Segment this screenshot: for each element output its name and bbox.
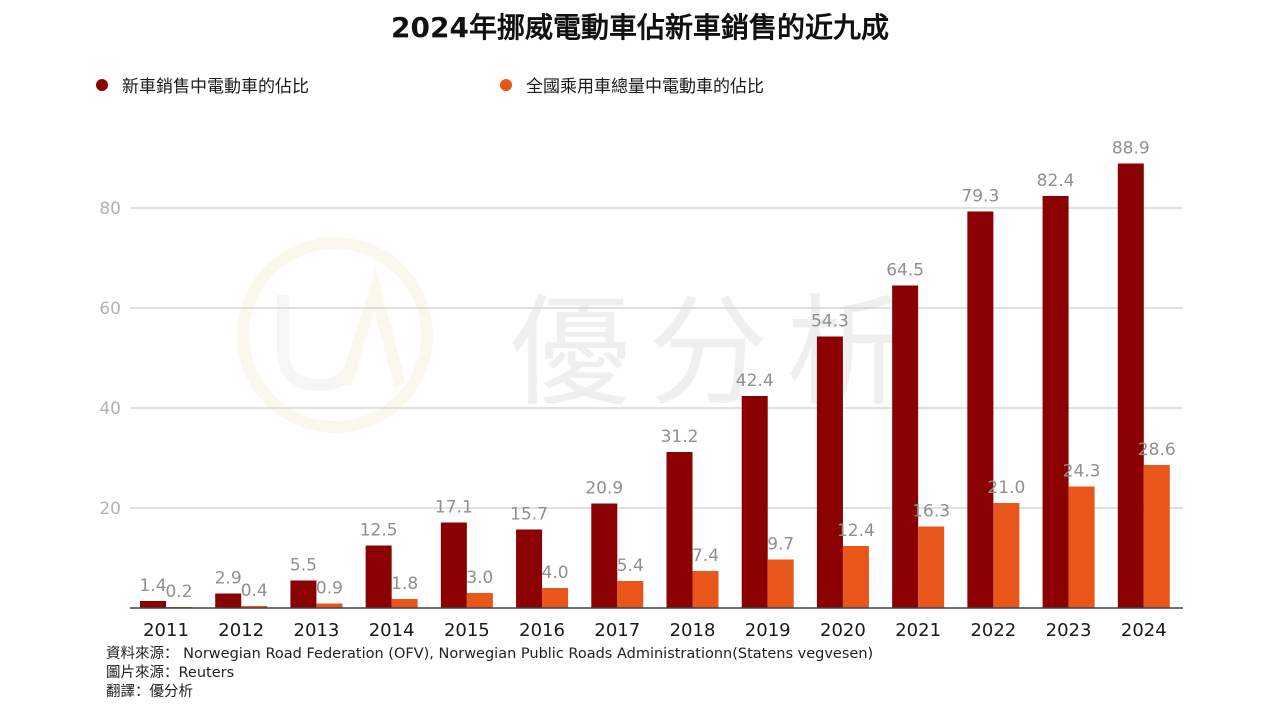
bar-new-sales [140,601,166,608]
bar-new-sales [440,522,467,608]
legend-item-new-sales: 新車銷售中電動車的佔比 [96,72,309,97]
x-tick-label: 2022 [970,620,1016,641]
data-label: 24.3 [1063,462,1101,482]
data-label: 31.2 [661,427,699,447]
x-tick-label: 2020 [820,620,866,641]
data-label: 88.9 [1112,139,1150,159]
bar-total-fleet [542,588,569,608]
bar-new-sales [365,545,392,608]
legend-label: 全國乘用車總量中電動車的佔比 [526,77,764,97]
legend-dot-icon [96,78,108,91]
x-tick-label: 2024 [1121,620,1167,641]
data-label: 54.3 [811,312,849,332]
bars [140,163,1170,608]
footer: 資料來源： Norwegian Road Federation (OFV), N… [106,645,873,702]
x-tick-label: 2019 [745,620,791,641]
x-tick-label: 2013 [294,620,340,641]
data-label: 9.7 [767,535,794,555]
data-label: 79.3 [961,187,999,207]
bar-total-fleet [842,546,869,608]
y-tick-label: 40 [99,399,121,419]
data-label: 20.9 [585,479,623,499]
data-label: 21.0 [987,478,1025,498]
bar-total-fleet [316,603,343,608]
legend-item-total-fleet: 全國乘用車總量中電動車的佔比 [500,72,764,97]
bar-total-fleet [617,581,644,608]
bar-total-fleet [918,526,945,608]
legend: 新車銷售中電動車的佔比 全國乘用車總量中電動車的佔比 [96,72,896,100]
data-label: 64.5 [886,261,924,281]
data-source: 資料來源： Norwegian Road Federation (OFV), N… [106,646,874,662]
bar-new-sales [516,529,543,608]
chart-title: 2024年挪威電動車佔新車銷售的近九成 [391,11,889,44]
bar-total-fleet [767,559,794,608]
y-tick-label: 80 [99,199,121,219]
data-label: 42.4 [736,371,774,391]
data-label: 7.4 [692,546,719,566]
data-label: 5.4 [617,556,644,576]
grid-lines [130,207,1183,509]
bar-new-sales [892,285,919,608]
data-label: 15.7 [510,505,548,525]
data-label: 16.3 [912,502,950,522]
bar-total-fleet [391,599,418,608]
bar-total-fleet [692,571,719,608]
x-tick-label: 2012 [218,620,264,641]
x-tick-label: 2014 [369,620,415,641]
y-tick-label: 20 [99,499,121,519]
bar-total-fleet [993,503,1020,608]
data-label: 2.9 [215,569,242,589]
bar-total-fleet [241,606,268,608]
bar-total-fleet [1068,486,1095,608]
data-label: 0.2 [165,582,192,602]
bar-new-sales [1042,196,1069,608]
x-tick-label: 2016 [519,620,565,641]
bar-new-sales [215,593,242,608]
data-label: 5.5 [290,556,317,576]
data-label: 12.4 [837,521,875,541]
data-label: 28.6 [1138,440,1176,460]
image-source: 圖片來源：Reuters [106,665,235,681]
bar-new-sales [1117,163,1144,608]
bar-new-sales [967,211,994,608]
bar-total-fleet [466,593,493,608]
y-tick-label: 60 [99,299,121,319]
data-label: 0.4 [241,581,268,601]
axes: 20 40 60 80 2011 2012 2013 2014 2015 2016 2017 2018… [99,199,1183,641]
data-label: 1.8 [391,574,418,594]
x-tick-label: 2017 [594,620,640,641]
bar-new-sales [290,580,317,608]
legend-label: 新車銷售中電動車的佔比 [122,77,309,97]
watermark-logo-icon [237,237,433,433]
bar-new-sales [591,503,618,608]
data-label: 82.4 [1037,171,1075,191]
bar-new-sales [741,396,768,608]
bar-total-fleet [1143,465,1170,608]
data-label: 1.4 [139,576,166,596]
bar-new-sales [666,452,693,608]
data-labels: 1.40.2 2.90.4 5.5 0.9 12.5 1.8 17.1 3.0 15.7 4.0 2… [139,139,1175,603]
data-label: 3.0 [466,568,493,588]
x-tick-label: 2015 [444,620,490,641]
x-tick-label: 2021 [895,620,941,641]
x-tick-label: 2023 [1046,620,1092,641]
x-tick-label: 2018 [670,620,716,641]
translation-credit: 翻譯：優分析 [106,684,193,700]
data-label: 0.9 [316,579,343,599]
bar-new-sales [816,336,843,608]
data-label: 4.0 [542,563,569,583]
x-tick-label: 2011 [143,620,189,641]
legend-dot-icon [500,78,512,91]
data-label: 12.5 [360,521,398,541]
data-label: 17.1 [435,498,473,518]
